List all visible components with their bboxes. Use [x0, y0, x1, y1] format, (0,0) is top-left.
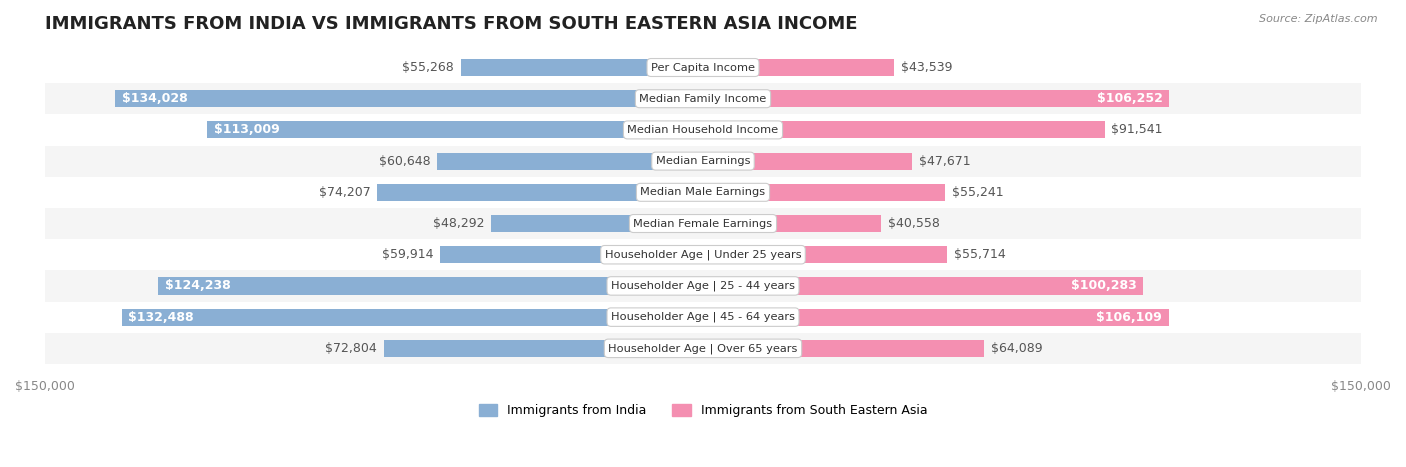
Text: Median Female Earnings: Median Female Earnings	[634, 219, 772, 228]
Bar	[384, 340, 703, 357]
Bar	[703, 90, 1170, 107]
Bar	[45, 52, 1361, 83]
Text: Source: ZipAtlas.com: Source: ZipAtlas.com	[1260, 14, 1378, 24]
Bar	[703, 184, 945, 201]
Text: $72,804: $72,804	[325, 342, 377, 355]
Bar	[122, 309, 703, 325]
Text: $106,109: $106,109	[1097, 311, 1161, 324]
Text: $47,671: $47,671	[918, 155, 970, 168]
Text: Householder Age | Under 25 years: Householder Age | Under 25 years	[605, 249, 801, 260]
Bar	[437, 153, 703, 170]
Text: $113,009: $113,009	[214, 123, 280, 136]
Text: Median Household Income: Median Household Income	[627, 125, 779, 135]
Text: $55,241: $55,241	[952, 186, 1004, 199]
Bar	[157, 277, 703, 295]
Bar	[703, 340, 984, 357]
Text: Median Male Earnings: Median Male Earnings	[641, 187, 765, 198]
Bar	[207, 121, 703, 139]
Text: Median Family Income: Median Family Income	[640, 94, 766, 104]
Text: Median Earnings: Median Earnings	[655, 156, 751, 166]
Text: $132,488: $132,488	[128, 311, 194, 324]
Text: $64,089: $64,089	[991, 342, 1042, 355]
Text: Householder Age | 25 - 44 years: Householder Age | 25 - 44 years	[612, 281, 794, 291]
Bar	[45, 302, 1361, 333]
Text: $55,714: $55,714	[955, 248, 1005, 261]
Bar	[45, 208, 1361, 239]
Bar	[703, 153, 912, 170]
Bar	[45, 146, 1361, 177]
Bar	[115, 90, 703, 107]
Bar	[377, 184, 703, 201]
Bar	[45, 114, 1361, 146]
Text: $91,541: $91,541	[1111, 123, 1163, 136]
Text: $60,648: $60,648	[378, 155, 430, 168]
Bar	[45, 333, 1361, 364]
Text: $74,207: $74,207	[319, 186, 371, 199]
Bar	[703, 59, 894, 76]
Text: $134,028: $134,028	[121, 92, 187, 105]
Text: Householder Age | Over 65 years: Householder Age | Over 65 years	[609, 343, 797, 354]
Bar	[703, 246, 948, 263]
Legend: Immigrants from India, Immigrants from South Eastern Asia: Immigrants from India, Immigrants from S…	[474, 399, 932, 422]
Text: $59,914: $59,914	[382, 248, 433, 261]
Text: $40,558: $40,558	[887, 217, 939, 230]
Bar	[45, 270, 1361, 302]
Bar	[703, 309, 1168, 325]
Bar	[45, 177, 1361, 208]
Text: IMMIGRANTS FROM INDIA VS IMMIGRANTS FROM SOUTH EASTERN ASIA INCOME: IMMIGRANTS FROM INDIA VS IMMIGRANTS FROM…	[45, 15, 858, 33]
Bar	[45, 239, 1361, 270]
Bar	[491, 215, 703, 232]
Bar	[703, 121, 1105, 139]
Text: $48,292: $48,292	[433, 217, 485, 230]
Bar	[703, 215, 882, 232]
Text: $124,238: $124,238	[165, 279, 231, 292]
Text: Per Capita Income: Per Capita Income	[651, 63, 755, 72]
Text: $43,539: $43,539	[901, 61, 952, 74]
Bar	[461, 59, 703, 76]
Text: $55,268: $55,268	[402, 61, 454, 74]
Bar	[45, 83, 1361, 114]
Text: $100,283: $100,283	[1070, 279, 1136, 292]
Bar	[703, 277, 1143, 295]
Text: $106,252: $106,252	[1097, 92, 1163, 105]
Bar	[440, 246, 703, 263]
Text: Householder Age | 45 - 64 years: Householder Age | 45 - 64 years	[612, 312, 794, 322]
